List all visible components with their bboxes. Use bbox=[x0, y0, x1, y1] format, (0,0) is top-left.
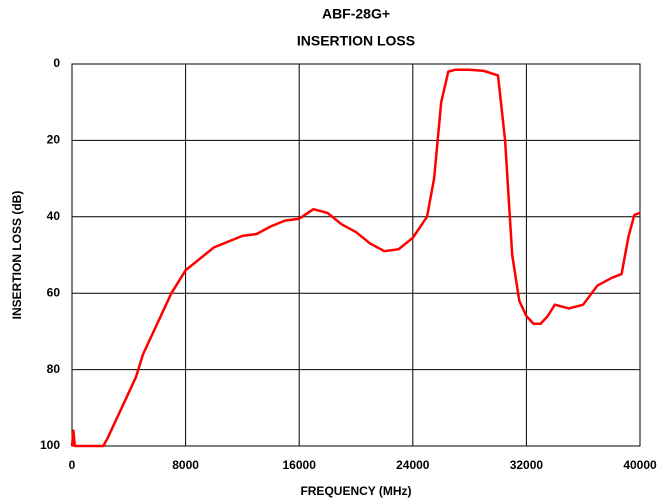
line-series bbox=[70, 68, 641, 448]
y-tick-label: 40 bbox=[47, 209, 61, 223]
y-tick-label: 60 bbox=[47, 285, 61, 299]
x-tick-label: 32000 bbox=[510, 458, 544, 472]
x-tick-label: 16000 bbox=[283, 458, 317, 472]
y-tick-label: 0 bbox=[53, 56, 60, 70]
chart-title: ABF-28G+ bbox=[322, 6, 390, 22]
y-axis-title: INSERTION LOSS (dB) bbox=[10, 191, 24, 320]
x-tick-label: 0 bbox=[69, 458, 76, 472]
y-tick-label: 20 bbox=[47, 133, 61, 147]
chart-subtitle: INSERTION LOSS bbox=[297, 33, 415, 49]
y-tick-label: 100 bbox=[40, 438, 60, 452]
x-tick-label: 24000 bbox=[396, 458, 430, 472]
x-tick-label: 40000 bbox=[623, 458, 657, 472]
y-tick-label: 80 bbox=[47, 362, 61, 376]
plot-area bbox=[71, 63, 641, 447]
x-axis-title: FREQUENCY (MHz) bbox=[300, 484, 411, 498]
x-tick-label: 8000 bbox=[172, 458, 199, 472]
